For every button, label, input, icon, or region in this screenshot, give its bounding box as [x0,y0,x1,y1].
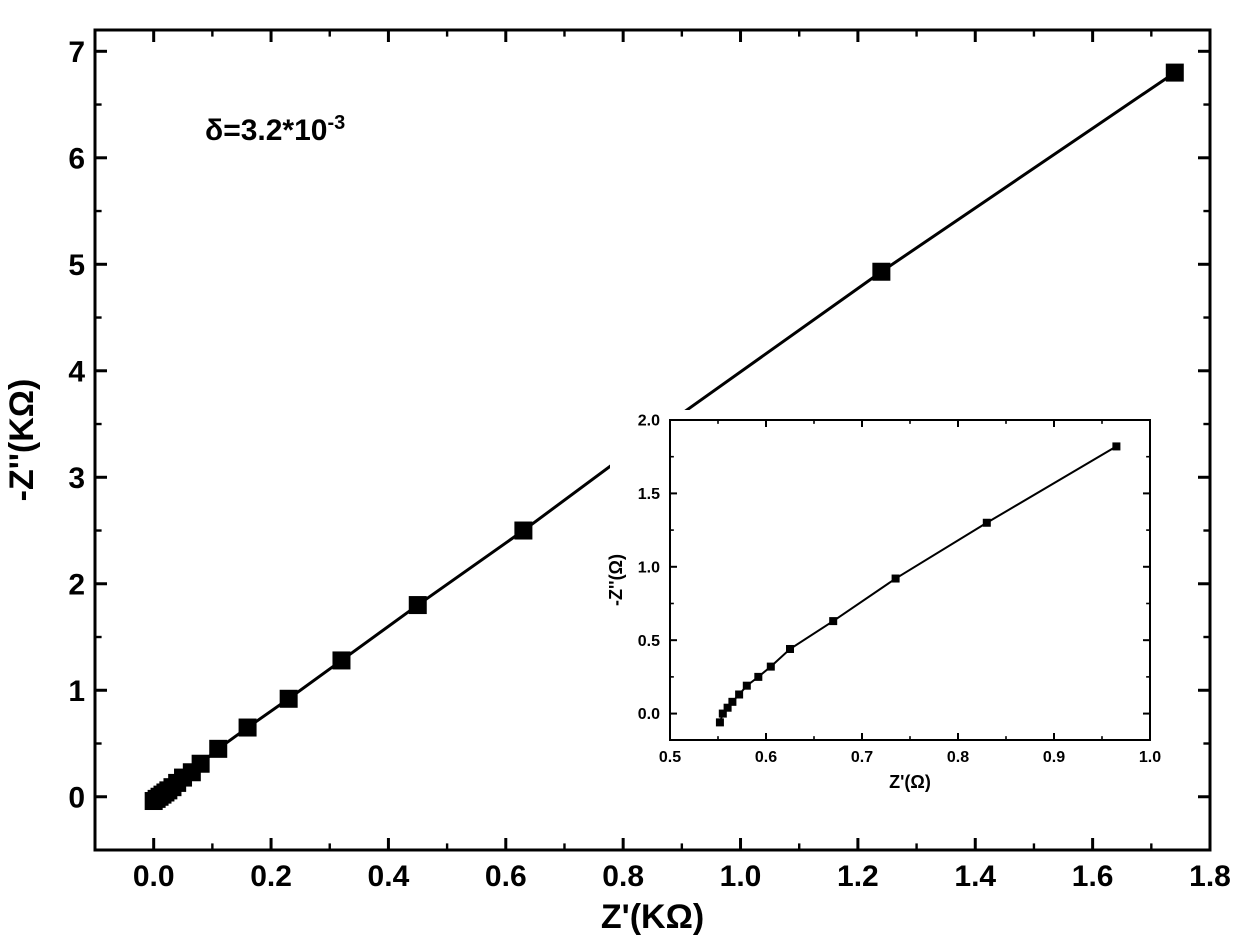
inset-x-tick-label: 0.9 [1043,749,1065,766]
inset-data-marker [892,575,900,583]
data-marker [514,522,532,540]
y-tick-label: 0 [68,781,85,814]
x-axis-label: Z'(KΩ) [601,898,704,936]
y-tick-label: 4 [68,355,85,388]
x-tick-label: 1.8 [1189,860,1231,893]
x-tick-label: 0.6 [485,860,527,893]
inset-data-marker [728,698,736,706]
y-axis-label: -Z''(KΩ) [3,379,41,502]
data-marker [409,596,427,614]
inset-x-tick-label: 0.8 [947,749,969,766]
y-tick-label: 3 [68,462,85,495]
inset-chart: 0.5 0.6 0.7 0.8 0.9 1.0 0.0 0.5 1.0 1.5 2.0 Z'(Ω) -Z… [606,410,1170,800]
inset-y-tick-label: 1.0 [638,559,660,576]
inset-y-tick-label: 1.5 [638,486,660,503]
inset-y-tick-label: 0.0 [638,706,660,723]
delta-annotation: δ=3.2*10-3 [205,112,345,147]
x-tick-label: 0.8 [602,860,644,893]
inset-x-tick-label: 1.0 [1139,749,1161,766]
x-tick-label: 1.6 [1072,860,1114,893]
inset-data-marker [786,645,794,653]
data-marker [872,263,890,281]
data-marker [239,719,257,737]
impedance-chart: 0.0 0.2 0.4 0.6 0.8 1.0 1.2 1.4 1.6 1.8 0 1 2 3 4 5 6 7 Z'… [0,0,1240,949]
inset-data-marker [754,673,762,681]
x-tick-label: 0.0 [133,860,175,893]
x-tick-label: 1.4 [954,860,996,893]
inset-x-axis-label: Z'(Ω) [889,772,931,792]
x-tick-label: 0.4 [368,860,410,893]
y-tick-label: 2 [68,568,85,601]
inset-data-marker [716,718,724,726]
y-tick-label: 6 [68,142,85,175]
data-marker [332,651,350,669]
inset-data-marker [1112,442,1120,450]
data-marker [192,755,210,773]
inset-y-axis-label: -Z''(Ω) [606,554,626,606]
inset-y-tick-label: 0.5 [638,633,660,650]
inset-data-marker [829,617,837,625]
y-tick-label: 7 [68,36,85,69]
inset-y-tick-label: 2.0 [638,413,660,430]
x-tick-label: 1.2 [837,860,879,893]
y-tick-label: 5 [68,249,85,282]
inset-data-marker [743,682,751,690]
y-tick-label: 1 [68,675,85,708]
inset-x-tick-label: 0.5 [659,749,681,766]
figure-container: 0.0 0.2 0.4 0.6 0.8 1.0 1.2 1.4 1.6 1.8 0 1 2 3 4 5 6 7 Z'… [0,0,1240,949]
inset-x-tick-label: 0.7 [851,749,873,766]
inset-x-tick-label: 0.6 [755,749,777,766]
x-tick-label: 1.0 [720,860,762,893]
inset-data-marker [735,690,743,698]
inset-data-marker [983,519,991,527]
data-marker [209,740,227,758]
inset-data-marker [767,663,775,671]
data-marker [280,690,298,708]
data-marker [1166,64,1184,82]
x-tick-label: 0.2 [250,860,292,893]
